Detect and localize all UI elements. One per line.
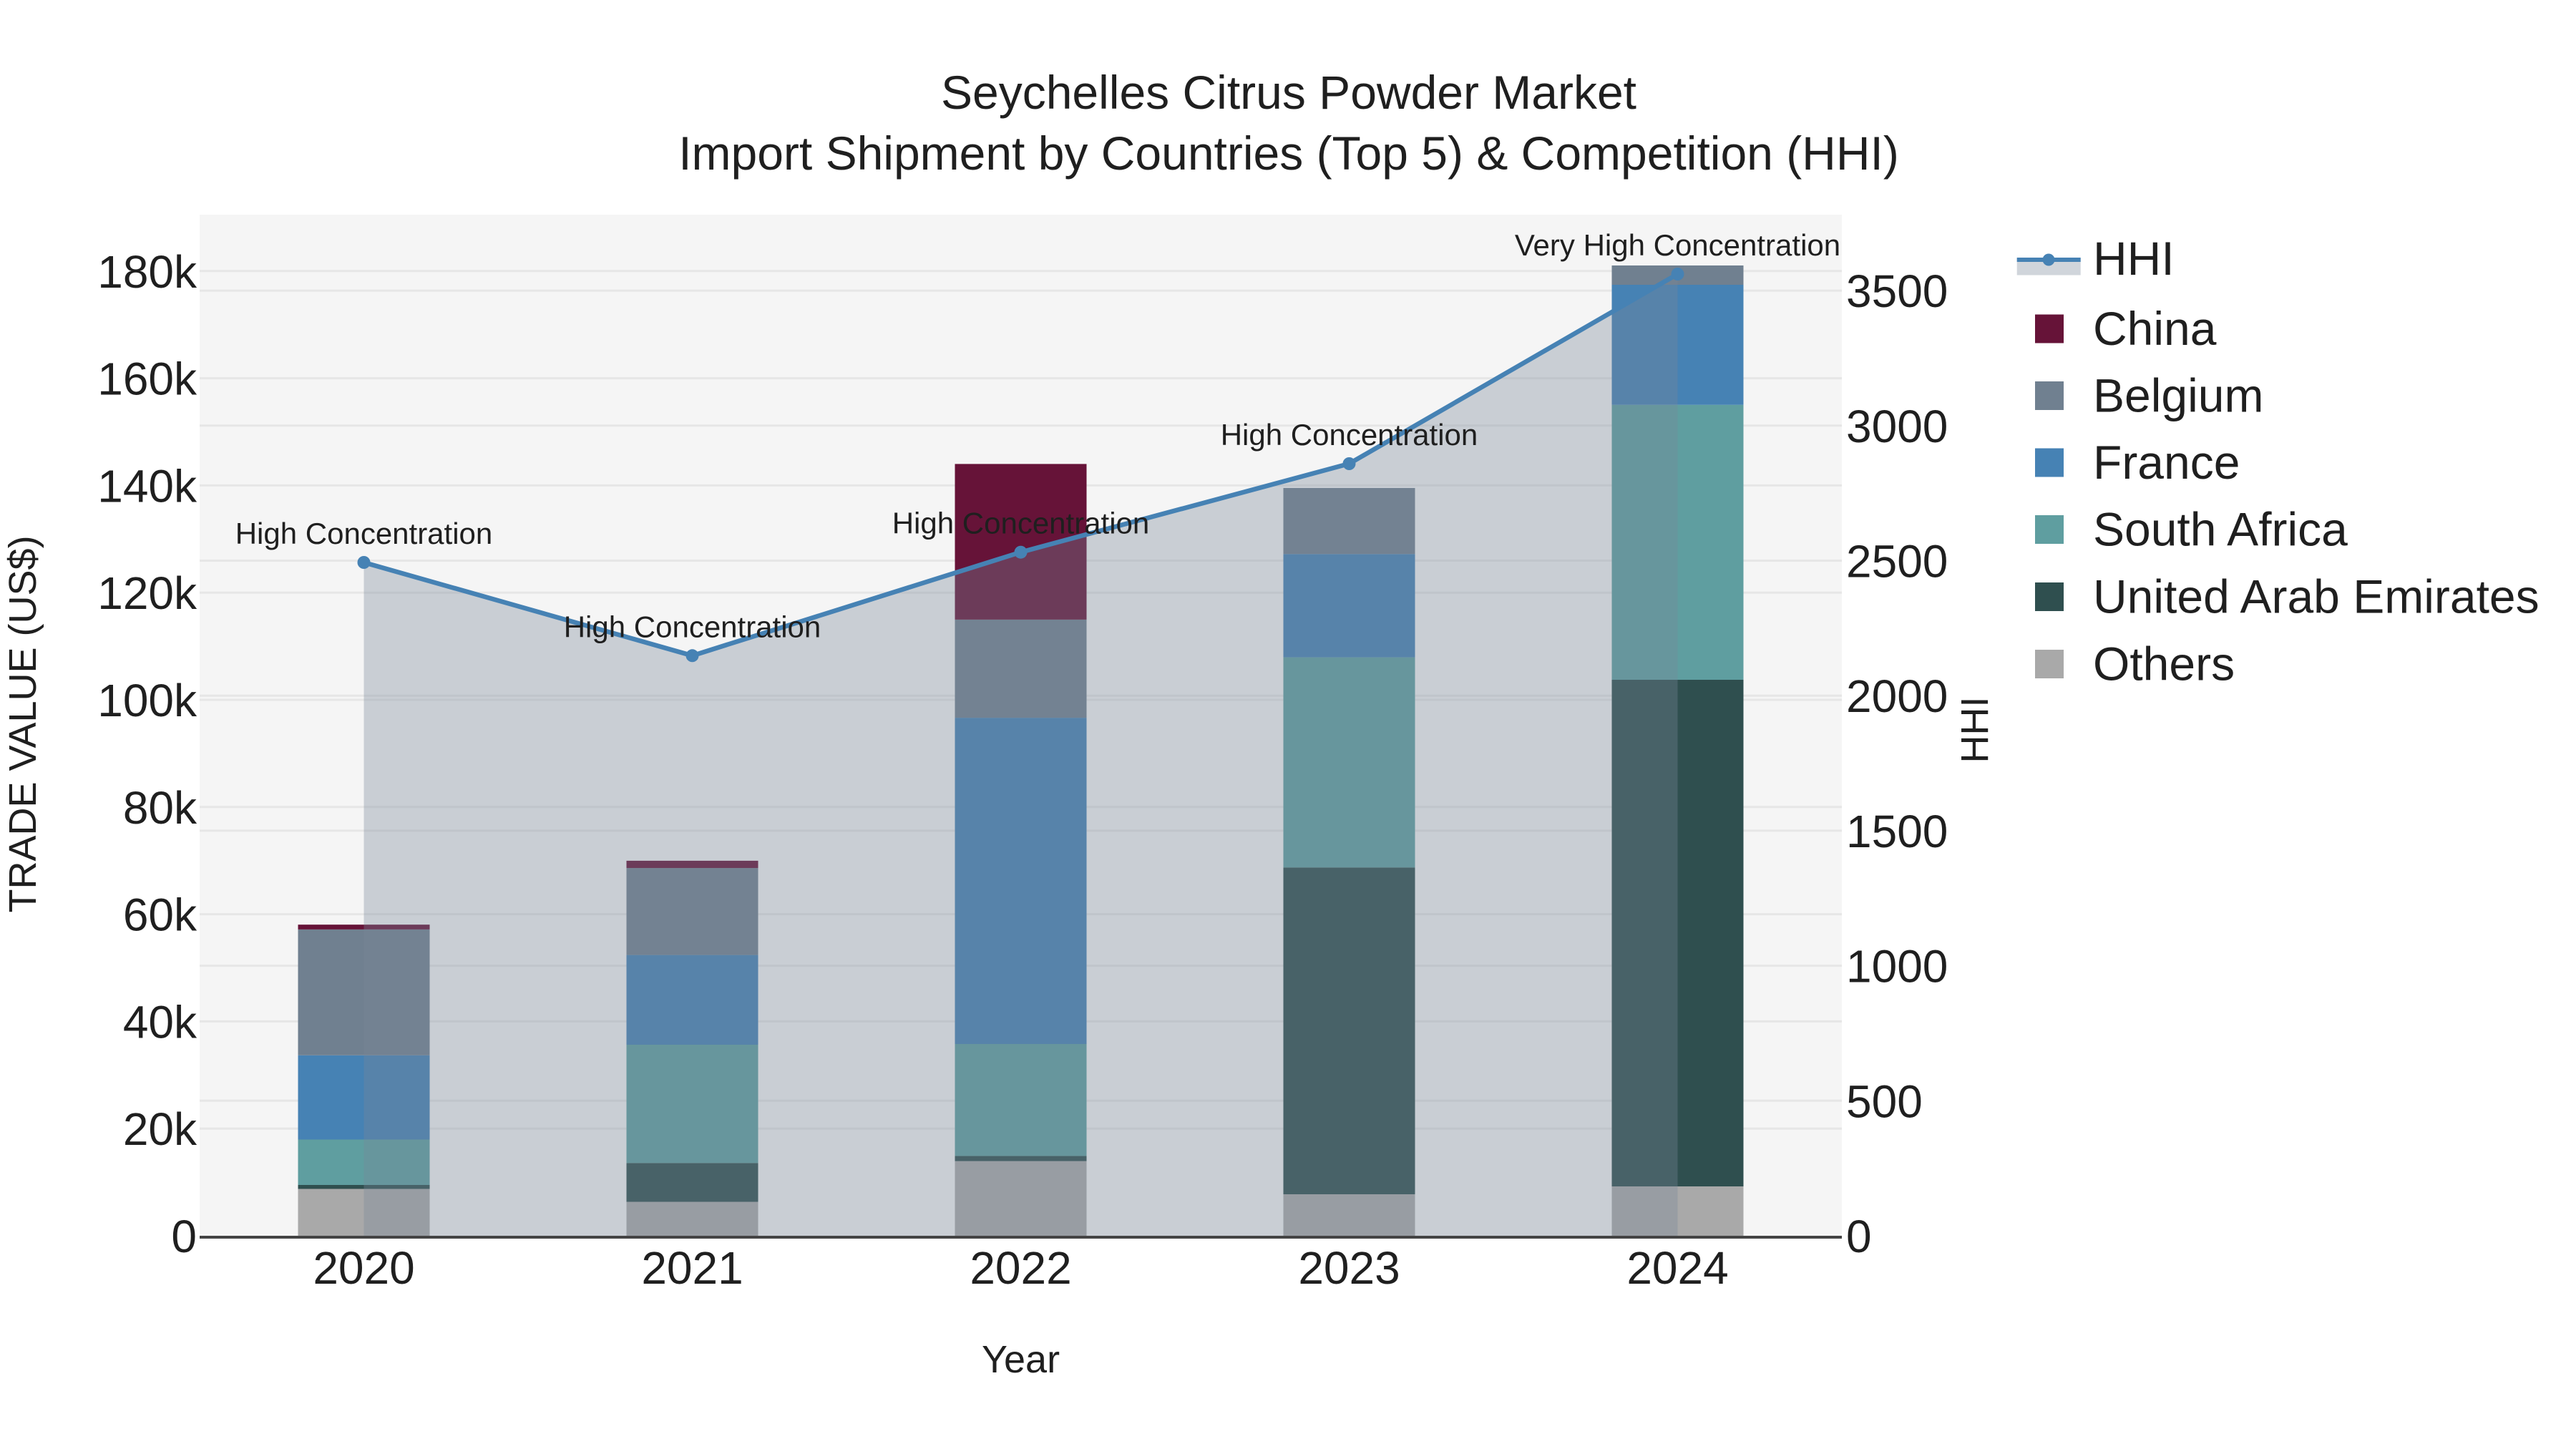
svg-text:1000: 1000 <box>1846 941 1948 992</box>
svg-text:40k: 40k <box>123 996 197 1048</box>
svg-text:Very High Concentration: Very High Concentration <box>1515 228 1840 262</box>
svg-text:HHI: HHI <box>2093 232 2175 285</box>
svg-text:3000: 3000 <box>1846 401 1948 452</box>
svg-text:High Concentration: High Concentration <box>1221 418 1478 452</box>
svg-text:80k: 80k <box>123 782 197 834</box>
svg-text:Seychelles Citrus Powder Marke: Seychelles Citrus Powder Market <box>941 66 1636 119</box>
svg-text:60k: 60k <box>123 889 197 941</box>
svg-text:France: France <box>2093 436 2240 489</box>
svg-text:140k: 140k <box>97 460 197 512</box>
svg-text:High Concentration: High Concentration <box>564 610 821 643</box>
svg-text:Year: Year <box>982 1338 1060 1381</box>
svg-text:2020: 2020 <box>313 1242 414 1294</box>
svg-text:High Concentration: High Concentration <box>892 507 1150 540</box>
svg-text:500: 500 <box>1846 1075 1923 1127</box>
svg-text:2024: 2024 <box>1626 1242 1728 1294</box>
svg-text:2022: 2022 <box>970 1242 1071 1294</box>
svg-text:1500: 1500 <box>1846 806 1948 857</box>
svg-text:TRADE VALUE (US$): TRADE VALUE (US$) <box>1 535 44 912</box>
svg-text:Others: Others <box>2093 638 2235 691</box>
svg-text:3500: 3500 <box>1846 265 1948 317</box>
svg-text:United Arab Emirates: United Arab Emirates <box>2093 570 2540 623</box>
svg-text:100k: 100k <box>97 675 197 726</box>
svg-text:0: 0 <box>1846 1211 1872 1262</box>
svg-text:2023: 2023 <box>1298 1242 1400 1294</box>
svg-text:2000: 2000 <box>1846 670 1948 722</box>
svg-text:HHI: HHI <box>1953 697 1996 763</box>
svg-text:160k: 160k <box>97 353 197 405</box>
svg-text:Belgium: Belgium <box>2093 369 2263 422</box>
svg-text:120k: 120k <box>97 567 197 619</box>
svg-text:180k: 180k <box>97 246 197 298</box>
svg-text:High Concentration: High Concentration <box>235 517 493 550</box>
svg-text:2500: 2500 <box>1846 536 1948 587</box>
svg-text:2021: 2021 <box>641 1242 743 1294</box>
svg-text:0: 0 <box>171 1211 197 1262</box>
svg-text:China: China <box>2093 302 2217 355</box>
svg-text:20k: 20k <box>123 1103 197 1155</box>
svg-text:South Africa: South Africa <box>2093 503 2348 556</box>
svg-text:Import Shipment by Countries (: Import Shipment by Countries (Top 5) & C… <box>678 127 1899 180</box>
